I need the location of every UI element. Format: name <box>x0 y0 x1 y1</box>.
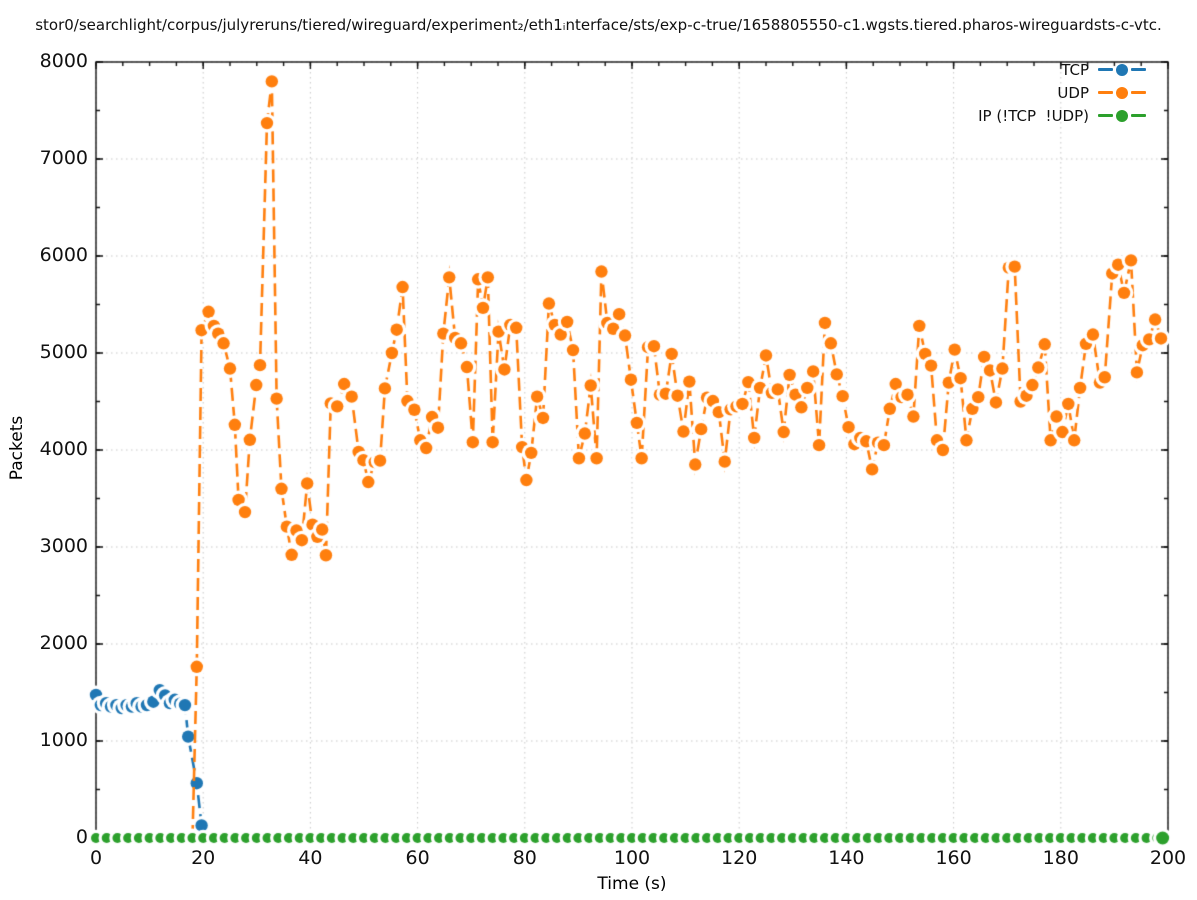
chart-figure: stor0/searchlight/corpus/julyreruns/tier… <box>0 0 1197 900</box>
chart-plot-area <box>0 0 1197 900</box>
